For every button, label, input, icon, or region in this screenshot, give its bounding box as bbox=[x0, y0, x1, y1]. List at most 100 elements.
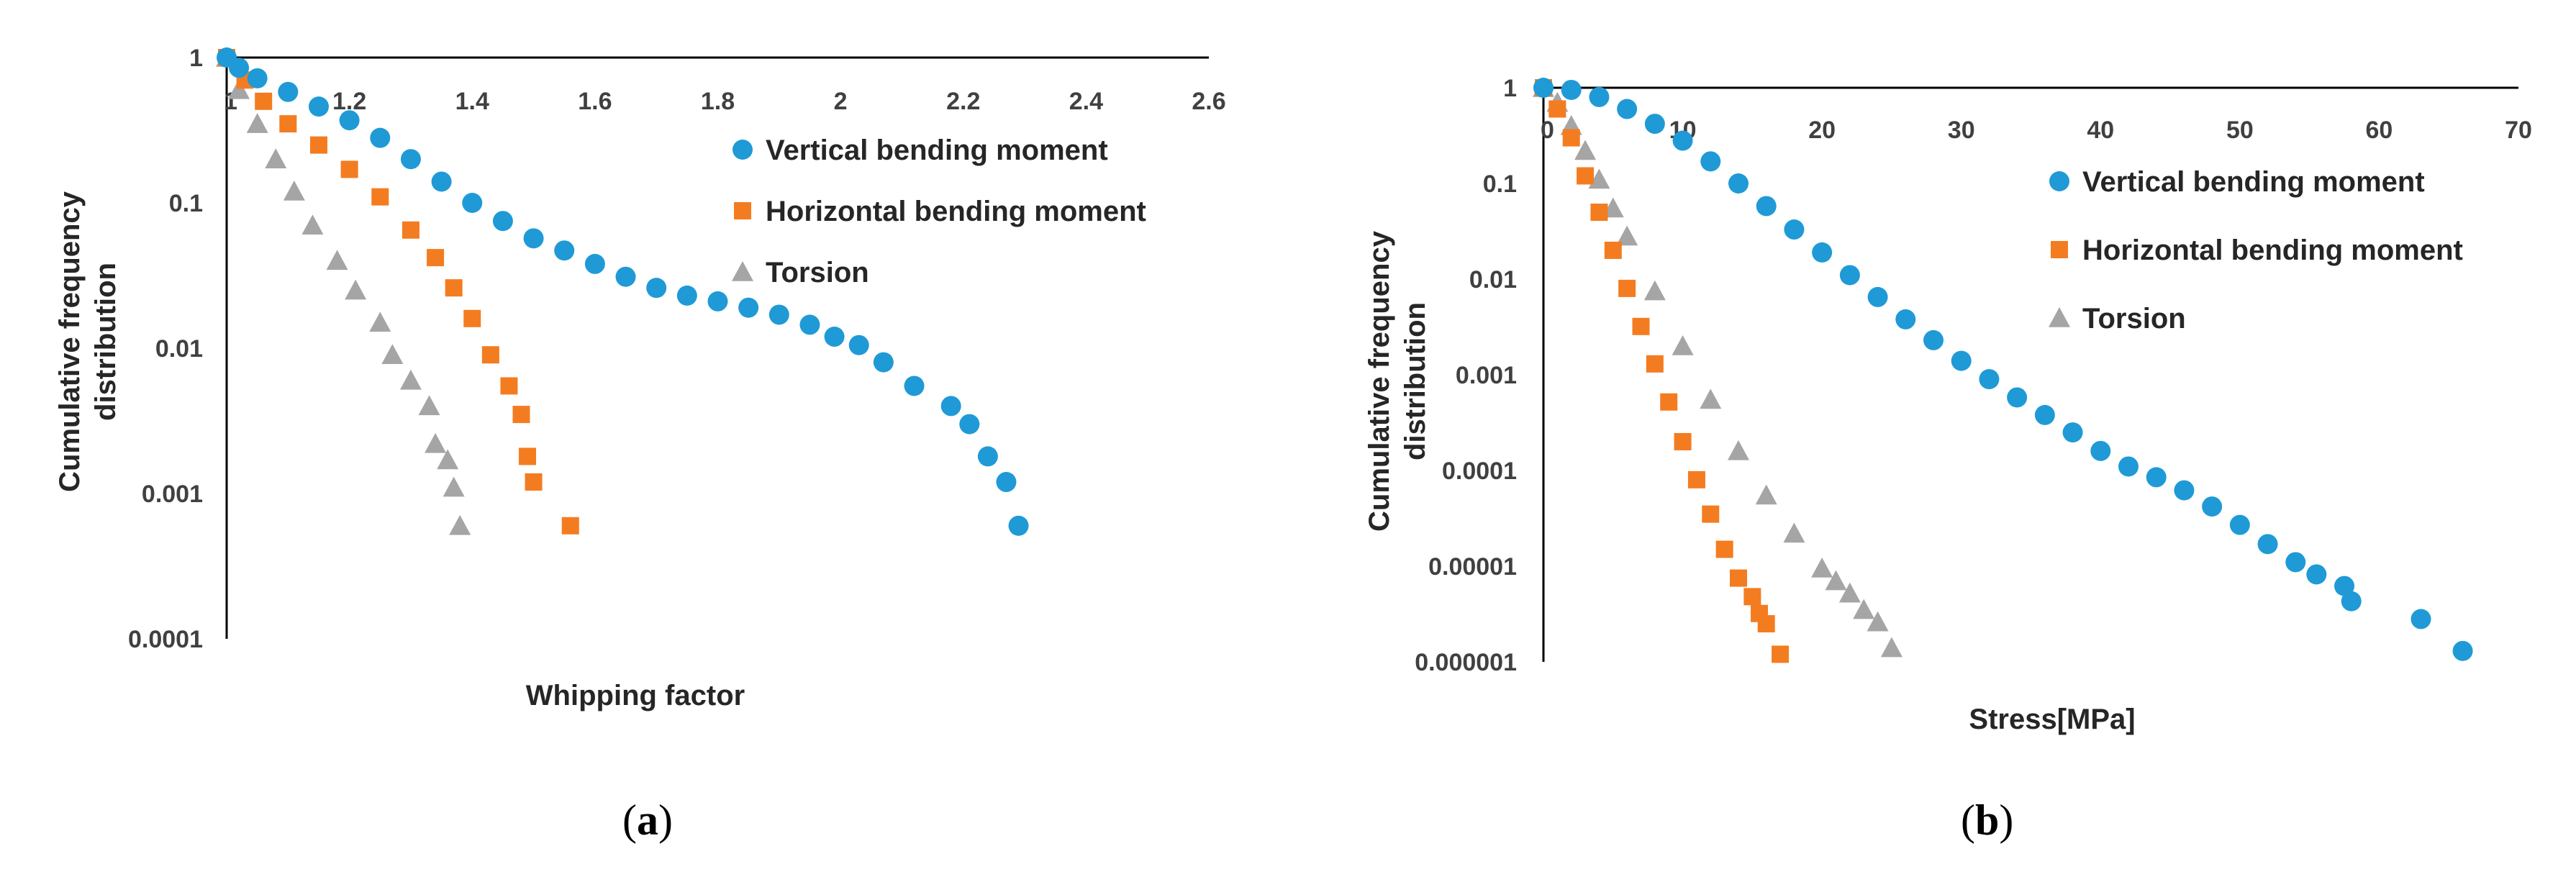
panel-label-letter: b bbox=[1975, 796, 1999, 844]
data-point-vertical-bending-moment bbox=[462, 193, 483, 213]
data-point-vertical-bending-moment bbox=[2452, 640, 2473, 661]
data-point-torsion bbox=[1880, 637, 1902, 658]
legend-marker-vertical-bending-moment bbox=[2049, 171, 2069, 191]
data-point-torsion bbox=[1783, 522, 1805, 543]
data-point-vertical-bending-moment bbox=[848, 335, 869, 355]
chart-panel-b: 0 10 20 30 40 50 60 7010.10.010.0010.00010.0000… bbox=[1364, 75, 2532, 844]
data-point-vertical-bending-moment bbox=[768, 304, 789, 325]
panel-label-open-paren: ( bbox=[622, 796, 637, 844]
x-axis-title: Whipping factor bbox=[526, 680, 745, 711]
data-point-horizontal-bending-moment bbox=[309, 136, 327, 154]
data-point-vertical-bending-moment bbox=[431, 171, 452, 192]
data-point-torsion bbox=[1811, 557, 1833, 578]
data-point-vertical-bending-moment bbox=[523, 228, 544, 249]
data-point-horizontal-bending-moment bbox=[1757, 615, 1775, 633]
data-point-torsion bbox=[326, 250, 348, 270]
data-point-torsion bbox=[1643, 280, 1666, 301]
y-tick-label: 0.01 bbox=[155, 335, 203, 363]
data-point-vertical-bending-moment bbox=[2229, 514, 2250, 535]
data-point-vertical-bending-moment bbox=[615, 266, 636, 287]
x-tick-label: 50 bbox=[2226, 117, 2254, 144]
data-point-vertical-bending-moment bbox=[799, 314, 820, 335]
x-tick-label: 1.4 bbox=[455, 88, 489, 115]
data-point-vertical-bending-moment bbox=[707, 291, 728, 311]
x-tick-label: 0 bbox=[1541, 117, 1554, 144]
data-point-vertical-bending-moment bbox=[308, 96, 329, 117]
data-point-horizontal-bending-moment bbox=[1548, 100, 1566, 118]
data-point-vertical-bending-moment bbox=[1561, 79, 1582, 100]
data-point-horizontal-bending-moment bbox=[402, 221, 419, 239]
data-point-vertical-bending-moment bbox=[977, 446, 998, 467]
data-point-torsion bbox=[437, 449, 459, 470]
y-axis-title-line-1: Cumulative frequency bbox=[54, 191, 86, 492]
data-point-vertical-bending-moment bbox=[2062, 422, 2083, 443]
data-point-vertical-bending-moment bbox=[2285, 552, 2306, 573]
chart-panel-a: 1 1.2 1.4 1.6 1.8 2 2.2 2.4 2.610.10.010.0010.00… bbox=[54, 45, 1226, 844]
x-tick-label: 60 bbox=[2366, 117, 2393, 144]
data-point-vertical-bending-moment bbox=[1589, 86, 1610, 107]
data-point-vertical-bending-moment bbox=[1812, 242, 1833, 263]
x-tick-label: 40 bbox=[2087, 117, 2114, 144]
x-tick-label: 2.6 bbox=[1192, 88, 1225, 115]
data-point-vertical-bending-moment bbox=[2257, 534, 2278, 555]
data-point-horizontal-bending-moment bbox=[463, 309, 481, 327]
x-tick-label: 20 bbox=[1808, 117, 1836, 144]
data-point-horizontal-bending-moment bbox=[519, 447, 537, 465]
y-tick-label: 0.001 bbox=[1456, 362, 1517, 389]
data-point-horizontal-bending-moment bbox=[445, 279, 463, 297]
data-point-vertical-bending-moment bbox=[1951, 350, 1972, 371]
data-point-vertical-bending-moment bbox=[229, 58, 250, 78]
y-tick-label: 0.01 bbox=[1469, 266, 1517, 294]
data-point-horizontal-bending-moment bbox=[500, 377, 518, 395]
data-point-vertical-bending-moment bbox=[1008, 515, 1029, 536]
data-point-horizontal-bending-moment bbox=[1618, 279, 1636, 297]
data-point-horizontal-bending-moment bbox=[1702, 505, 1720, 523]
data-point-horizontal-bending-moment bbox=[1743, 588, 1761, 606]
data-point-horizontal-bending-moment bbox=[481, 346, 499, 364]
data-point-torsion bbox=[1838, 582, 1861, 603]
panel-label: (a) bbox=[622, 796, 673, 844]
data-point-vertical-bending-moment bbox=[2202, 496, 2223, 517]
data-point-vertical-bending-moment bbox=[738, 297, 759, 318]
y-tick-label: 0.1 bbox=[169, 190, 203, 217]
panel-label-letter: a bbox=[637, 796, 658, 844]
series-horizontal-bending-moment bbox=[218, 49, 579, 535]
data-point-vertical-bending-moment bbox=[2090, 440, 2111, 461]
data-point-vertical-bending-moment bbox=[554, 240, 575, 261]
panel-label-close-paren: ) bbox=[658, 796, 673, 844]
y-tick-label: 0.000001 bbox=[1415, 649, 1517, 676]
legend: Vertical bending moment Horizontal bendin… bbox=[732, 135, 1146, 288]
legend-marker-torsion bbox=[2049, 307, 2070, 327]
y-tick-label: 0.1 bbox=[1483, 170, 1517, 198]
data-point-vertical-bending-moment bbox=[1728, 173, 1749, 194]
y-tick-label: 0.0001 bbox=[128, 626, 203, 653]
legend: Vertical bending moment Horizontal bendin… bbox=[2049, 166, 2463, 335]
data-point-horizontal-bending-moment bbox=[561, 517, 579, 535]
x-tick-label: 1.6 bbox=[578, 88, 612, 115]
data-point-vertical-bending-moment bbox=[1617, 99, 1638, 119]
data-point-horizontal-bending-moment bbox=[1687, 470, 1705, 488]
data-point-horizontal-bending-moment bbox=[1604, 241, 1622, 259]
data-point-vertical-bending-moment bbox=[1784, 219, 1805, 240]
data-point-vertical-bending-moment bbox=[1895, 309, 1916, 329]
data-point-horizontal-bending-moment bbox=[1772, 645, 1790, 663]
data-point-torsion bbox=[381, 344, 404, 364]
x-tick-label: 2 bbox=[834, 88, 848, 115]
data-point-vertical-bending-moment bbox=[2341, 591, 2362, 611]
data-point-horizontal-bending-moment bbox=[1577, 167, 1595, 185]
data-point-vertical-bending-moment bbox=[940, 396, 961, 417]
series-horizontal-bending-moment bbox=[1535, 79, 1790, 663]
data-point-vertical-bending-moment bbox=[370, 127, 391, 148]
data-point-vertical-bending-moment bbox=[1700, 151, 1721, 172]
data-point-vertical-bending-moment bbox=[1644, 114, 1665, 135]
data-point-torsion bbox=[1728, 440, 1749, 460]
legend-label-torsion: Torsion bbox=[2082, 303, 2186, 335]
data-point-vertical-bending-moment bbox=[873, 352, 894, 373]
legend-label-horizontal-bending-moment: Horizontal bending moment bbox=[2082, 235, 2463, 266]
data-point-vertical-bending-moment bbox=[676, 285, 697, 306]
data-point-torsion bbox=[1700, 388, 1722, 409]
data-point-horizontal-bending-moment bbox=[512, 406, 530, 424]
data-point-horizontal-bending-moment bbox=[1646, 355, 1664, 373]
data-point-horizontal-bending-moment bbox=[427, 249, 445, 267]
